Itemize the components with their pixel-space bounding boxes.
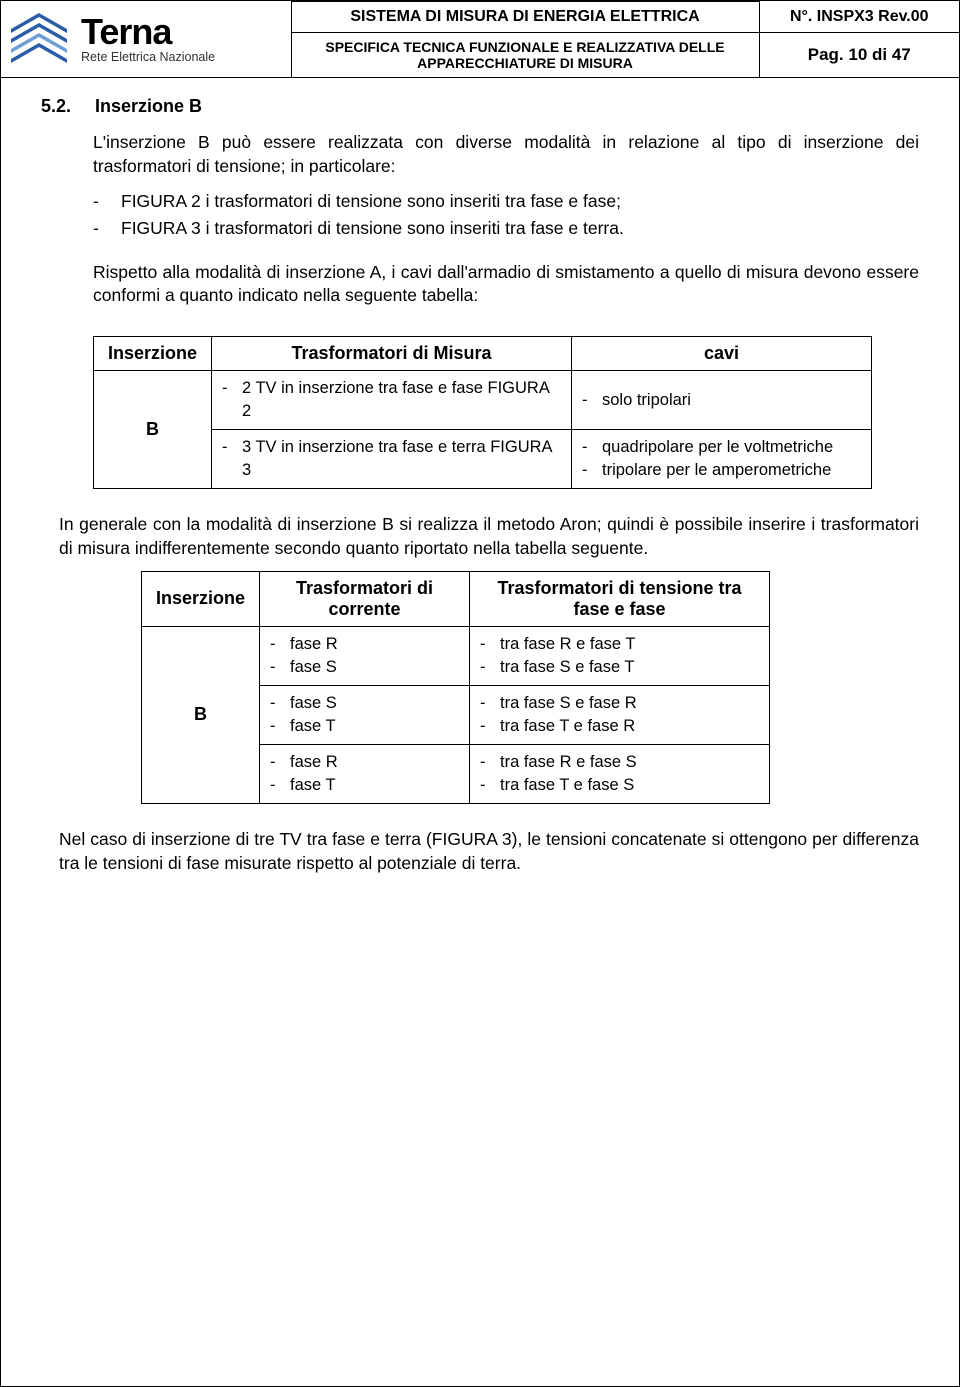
table-2: Inserzione Trasformatori di corrente Tra… — [141, 571, 770, 805]
cell-text: tra fase T e fase S — [500, 774, 634, 797]
table-1: Inserzione Trasformatori di Misura cavi … — [93, 336, 872, 489]
cell-text: fase R — [290, 633, 338, 656]
table-cell: -fase S -fase T — [260, 685, 470, 744]
section-title: Inserzione B — [95, 96, 202, 117]
table-cell: -fase R -fase S — [260, 626, 470, 685]
cell-text: 3 TV in inserzione tra fase e terra FIGU… — [242, 436, 561, 482]
cell-text: tra fase S e fase T — [500, 656, 635, 679]
cell-text: 2 TV in inserzione tra fase e fase FIGUR… — [242, 377, 561, 423]
dash-icon: - — [93, 215, 103, 241]
dash-icon: - — [93, 188, 103, 214]
terna-logo-icon — [9, 11, 71, 67]
table-header: Trasformatori di Misura — [212, 337, 572, 371]
table-cell: -tra fase R e fase T -tra fase S e fase … — [470, 626, 770, 685]
header-docno: N°. INSPX3 Rev.00 — [759, 2, 959, 33]
paragraph-2: Rispetto alla modalità di inserzione A, … — [93, 261, 919, 308]
section-heading: 5.2. Inserzione B — [41, 96, 919, 117]
table-cell: -fase R -fase T — [260, 745, 470, 804]
paragraph-4: Nel caso di inserzione di tre TV tra fas… — [59, 828, 919, 875]
intro-paragraph: L'inserzione B può essere realizzata con… — [93, 131, 919, 178]
table-header: Inserzione — [142, 571, 260, 626]
table-cell-b: B — [142, 626, 260, 804]
header-title-2: SPECIFICA TECNICA FUNZIONALE E REALIZZAT… — [291, 33, 759, 78]
logo-name: Terna — [81, 14, 215, 50]
table-cell: -tra fase S e fase R -tra fase T e fase … — [470, 685, 770, 744]
table-cell-b: B — [94, 371, 212, 489]
document-header: Terna Rete Elettrica Nazionale SISTEMA D… — [1, 1, 959, 78]
bullet-list-1: - FIGURA 2 i trasformatori di tensione s… — [93, 188, 919, 241]
page-content: 5.2. Inserzione B L'inserzione B può ess… — [1, 78, 959, 905]
list-item: - FIGURA 3 i trasformatori di tensione s… — [93, 215, 919, 241]
page-frame: Terna Rete Elettrica Nazionale SISTEMA D… — [0, 0, 960, 1387]
cell-text: tra fase R e fase S — [500, 751, 637, 774]
logo-cell: Terna Rete Elettrica Nazionale — [1, 2, 291, 78]
table-cell: -3 TV in inserzione tra fase e terra FIG… — [212, 430, 572, 489]
table-cell: -quadripolare per le voltmetriche -tripo… — [572, 430, 872, 489]
cell-text: quadripolare per le voltmetriche — [602, 436, 833, 459]
cell-text: tra fase R e fase T — [500, 633, 635, 656]
header-title-1: SISTEMA DI MISURA DI ENERGIA ELETTRICA — [291, 2, 759, 33]
table-header: Trasformatori di corrente — [260, 571, 470, 626]
table-header: Inserzione — [94, 337, 212, 371]
list-item-text: FIGURA 2 i trasformatori di tensione son… — [121, 188, 621, 214]
table-header: Trasformatori di tensione tra fase e fas… — [470, 571, 770, 626]
logo-tagline: Rete Elettrica Nazionale — [81, 50, 215, 64]
paragraph-3: In generale con la modalità di inserzion… — [59, 513, 919, 560]
cell-text: tra fase S e fase R — [500, 692, 637, 715]
table-header: cavi — [572, 337, 872, 371]
cell-text: tripolare per le amperometriche — [602, 459, 831, 482]
list-item: - FIGURA 2 i trasformatori di tensione s… — [93, 188, 919, 214]
header-page: Pag. 10 di 47 — [759, 33, 959, 78]
cell-text: fase T — [290, 715, 336, 738]
cell-text: fase S — [290, 656, 337, 679]
table-cell: -solo tripolari — [572, 371, 872, 430]
cell-text: tra fase T e fase R — [500, 715, 635, 738]
cell-text: fase S — [290, 692, 337, 715]
list-item-text: FIGURA 3 i trasformatori di tensione son… — [121, 215, 624, 241]
table-cell: -tra fase R e fase S -tra fase T e fase … — [470, 745, 770, 804]
cell-text: solo tripolari — [602, 389, 691, 412]
section-number: 5.2. — [41, 96, 71, 117]
table-cell: -2 TV in inserzione tra fase e fase FIGU… — [212, 371, 572, 430]
cell-text: fase R — [290, 751, 338, 774]
cell-text: fase T — [290, 774, 336, 797]
